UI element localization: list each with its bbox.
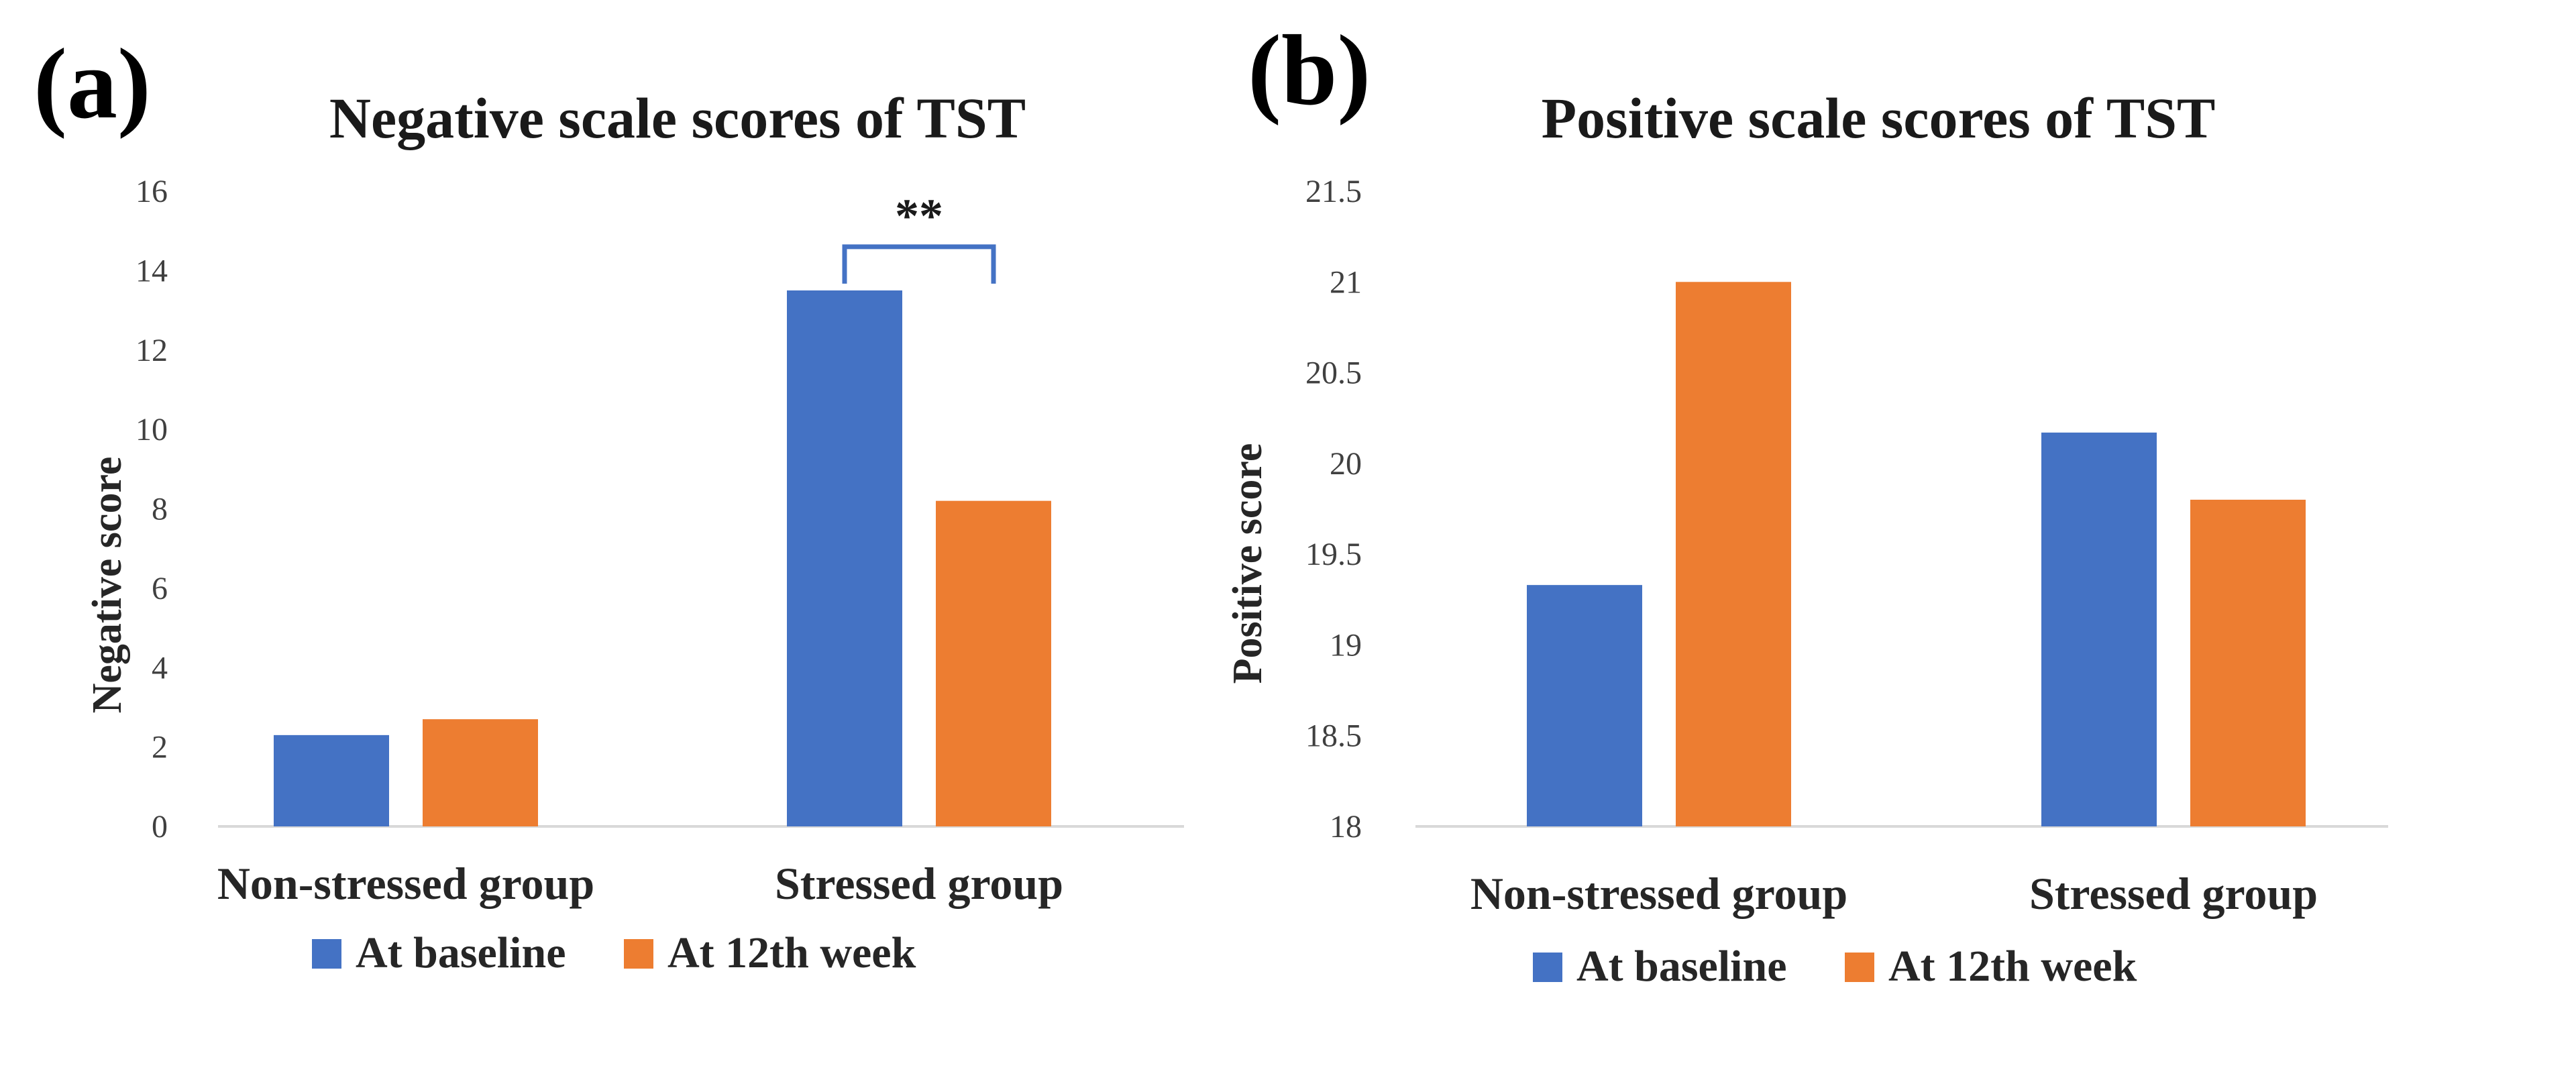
legend-swatch-baseline	[1533, 953, 1562, 982]
y-axis-title-b: Positive score	[1225, 443, 1271, 684]
y-tick-label: 6	[152, 571, 168, 606]
legend-a: At baseline At 12th week	[312, 928, 916, 977]
bar-baseline-non-stressed	[274, 735, 389, 826]
significance-annotation-a: **	[842, 189, 996, 284]
category-labels-b: Non-stressed group Stressed group	[1470, 868, 2318, 919]
significance-bracket	[842, 244, 996, 284]
chart-title-b: Positive scale scores of TST	[1542, 86, 2216, 150]
y-tick-label: 18.5	[1305, 718, 1362, 754]
significance-stars: **	[895, 189, 943, 243]
y-tick-label: 8	[152, 492, 168, 527]
bar-baseline-non-stressed	[1527, 585, 1642, 826]
legend-label-week12: At 12th week	[667, 928, 916, 977]
y-tick-label: 16	[136, 174, 168, 209]
panel-label-b: (b)	[1248, 15, 1371, 126]
category-label: Stressed group	[2029, 868, 2318, 919]
y-tick-label: 21	[1330, 264, 1362, 300]
y-tick-label: 10	[136, 412, 168, 447]
y-tick-label: 19	[1330, 627, 1362, 663]
y-tick-labels-b: 18 18.5 19 19.5 20 20.5 21 21.5	[1305, 174, 1362, 845]
y-tick-label: 2	[152, 730, 168, 765]
chart-title-a: Negative scale scores of TST	[329, 86, 1026, 150]
y-tick-label: 12	[136, 333, 168, 368]
y-tick-label: 20.5	[1305, 356, 1362, 391]
bars-b	[1527, 282, 2306, 826]
bar-baseline-stressed	[2041, 432, 2157, 826]
y-tick-label: 18	[1330, 809, 1362, 845]
y-tick-label: 0	[152, 809, 168, 845]
panel-b-positive-chart: (b) Positive scale scores of TST Positiv…	[1225, 15, 2388, 991]
bar-week12-stressed	[2190, 499, 2306, 826]
bars-a	[274, 290, 1051, 826]
y-tick-label: 14	[136, 253, 168, 288]
legend-label-baseline: At baseline	[1576, 942, 1787, 991]
legend-label-baseline: At baseline	[356, 928, 566, 977]
y-tick-labels-a: 0 2 4 6 8 10 12 14 16	[136, 174, 168, 845]
y-tick-label: 21.5	[1305, 174, 1362, 209]
y-tick-label: 20	[1330, 446, 1362, 482]
category-label: Stressed group	[775, 858, 1063, 909]
y-tick-label: 4	[152, 650, 168, 686]
legend-swatch-baseline	[312, 939, 341, 969]
y-tick-label: 19.5	[1305, 537, 1362, 572]
bar-week12-stressed	[936, 500, 1051, 826]
legend-b: At baseline At 12th week	[1533, 942, 2137, 991]
legend-label-week12: At 12th week	[1888, 942, 2137, 991]
category-labels-a: Non-stressed group Stressed group	[217, 858, 1063, 909]
bar-week12-non-stressed	[423, 719, 538, 826]
panel-label-a: (a)	[34, 28, 151, 140]
y-axis-title-a: Negative score	[85, 457, 130, 714]
category-label: Non-stressed group	[217, 858, 594, 909]
legend-swatch-week12	[624, 939, 653, 969]
bar-baseline-stressed	[787, 290, 902, 826]
panel-a-negative-chart: (a) Negative scale scores of TST Negativ…	[34, 28, 1184, 977]
legend-swatch-week12	[1845, 953, 1874, 982]
bar-week12-non-stressed	[1676, 282, 1791, 826]
category-label: Non-stressed group	[1470, 868, 1847, 919]
